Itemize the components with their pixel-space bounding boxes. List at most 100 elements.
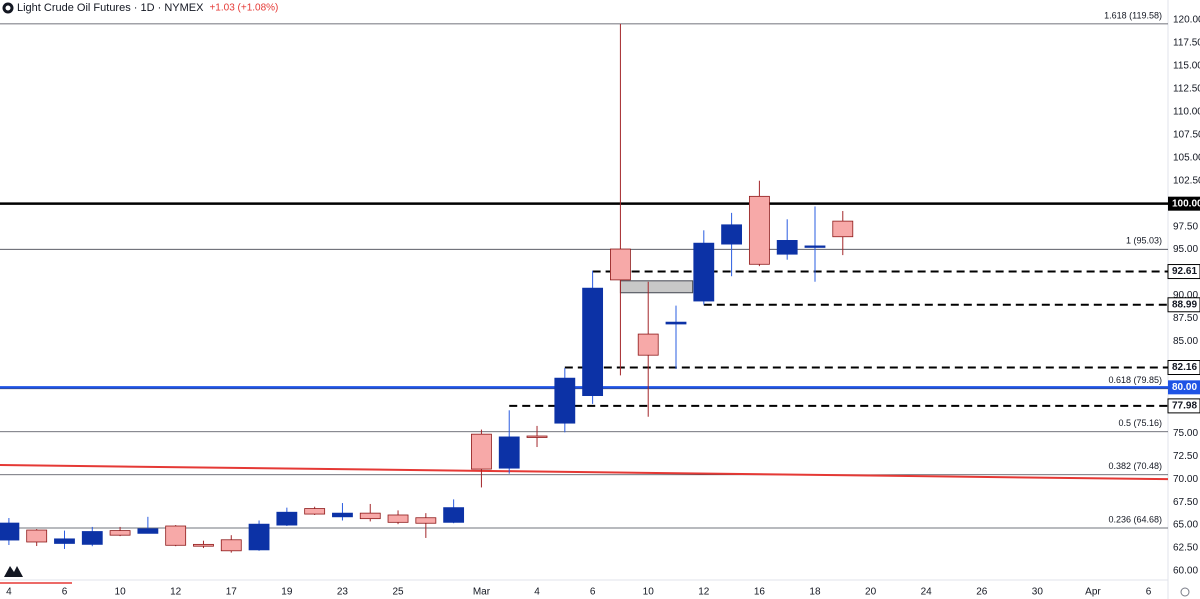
candle-body xyxy=(721,224,743,245)
fib-label: 0.382 (70.48) xyxy=(1108,461,1162,471)
y-tick-label: 95.00 xyxy=(1173,244,1198,255)
candle-body xyxy=(193,543,214,547)
candle-body xyxy=(81,531,103,545)
candle-body xyxy=(748,195,770,265)
candle-body xyxy=(359,512,381,520)
candle-body xyxy=(832,220,854,238)
y-tick-label: 87.50 xyxy=(1173,313,1198,324)
fib-label: 0.236 (64.68) xyxy=(1108,514,1162,524)
price-box xyxy=(1168,380,1200,395)
price-box xyxy=(1167,398,1200,414)
candle-body xyxy=(332,512,353,518)
y-tick-label: 97.50 xyxy=(1173,221,1198,232)
price-label: 88.99 xyxy=(1172,299,1197,310)
x-tick-label: 20 xyxy=(865,587,877,598)
plot xyxy=(0,23,1168,553)
price-box xyxy=(1167,360,1200,376)
x-tick-label: 30 xyxy=(1032,587,1044,598)
x-tick-label: 24 xyxy=(921,587,933,598)
candle-body xyxy=(304,508,326,515)
logo xyxy=(4,566,23,577)
candle-body xyxy=(804,245,826,248)
fib-label: 1.618 (119.58) xyxy=(1104,10,1162,20)
candle-body xyxy=(26,529,48,543)
x-tick-label: 6 xyxy=(1146,587,1152,598)
y-tick-label: 72.50 xyxy=(1173,451,1198,462)
x-tick-label: 12 xyxy=(170,587,182,598)
candle-body xyxy=(554,377,576,424)
y-tick-label: 117.50 xyxy=(1173,38,1200,49)
candle-body xyxy=(54,538,75,544)
x-tick-label: 25 xyxy=(392,587,404,598)
y-tick-label: 105.00 xyxy=(1173,152,1200,163)
candle-body xyxy=(443,507,465,523)
price-change: +1.03 (+1.08%) xyxy=(209,3,278,14)
x-tick-label: 17 xyxy=(226,587,238,598)
y-tick-label: 62.50 xyxy=(1173,543,1198,554)
candle-body xyxy=(0,522,20,541)
price-box xyxy=(1167,264,1200,280)
fib-label: 1 (95.03) xyxy=(1126,236,1162,246)
price-box xyxy=(1168,196,1200,211)
candle-body xyxy=(582,287,604,397)
price-box xyxy=(1167,297,1200,313)
price-label: 82.16 xyxy=(1172,362,1197,373)
y-tick-label: 90.00 xyxy=(1173,290,1198,301)
candle-body xyxy=(220,539,242,552)
x-tick-label: 4 xyxy=(534,587,540,598)
candle-body xyxy=(498,436,520,469)
x-tick-label: 12 xyxy=(698,587,710,598)
y-tick-label: 65.00 xyxy=(1173,520,1198,531)
fib-label: 0.5 (75.16) xyxy=(1118,418,1162,428)
price-label: 100.00 xyxy=(1172,198,1200,209)
x-tick-label: 6 xyxy=(590,587,596,598)
price-label: 92.61 xyxy=(1172,266,1197,277)
candle-body xyxy=(165,525,187,546)
candle-body xyxy=(526,435,548,438)
candle-body xyxy=(109,530,131,536)
candle-body xyxy=(471,433,492,470)
candle-body xyxy=(248,523,270,551)
x-tick-label: 10 xyxy=(115,587,127,598)
candle-body xyxy=(610,248,631,281)
y-tick-label: 85.00 xyxy=(1173,336,1198,347)
fib-label: 0.618 (79.85) xyxy=(1108,375,1162,385)
x-tick-label: Apr xyxy=(1085,587,1101,598)
trendline xyxy=(0,464,1168,481)
candle-body xyxy=(387,514,409,523)
y-tick-label: 102.50 xyxy=(1173,175,1200,186)
y-tick-label: 110.00 xyxy=(1173,106,1200,117)
candle-body xyxy=(637,333,659,356)
x-tick-label: 23 xyxy=(337,587,349,598)
x-tick-label: 16 xyxy=(754,587,766,598)
y-tick-label: 120.00 xyxy=(1173,15,1200,26)
candle-body xyxy=(693,242,715,302)
x-tick-label: 19 xyxy=(281,587,293,598)
chart-title: Light Crude Oil Futures · 1D · NYMEX xyxy=(17,2,204,14)
x-tick-label: 10 xyxy=(643,587,655,598)
axes: 120.00 117.50 115.00 112.50 110.00 107.50 105.… xyxy=(6,10,1200,598)
gap-box xyxy=(619,280,694,294)
y-tick-label: 75.00 xyxy=(1173,428,1198,439)
y-tick-label: 70.00 xyxy=(1173,474,1198,485)
x-tick-label: 18 xyxy=(809,587,821,598)
settings-icon[interactable] xyxy=(1180,587,1190,597)
y-tick-label: 60.00 xyxy=(1173,566,1198,577)
y-tick-label: 115.00 xyxy=(1173,61,1200,72)
y-tick-label: 112.50 xyxy=(1173,84,1200,95)
candle-body xyxy=(137,528,159,534)
candle-body xyxy=(665,321,687,325)
y-tick-label: 107.50 xyxy=(1173,129,1200,140)
y-tick-label: 67.50 xyxy=(1173,497,1198,508)
price-label: 77.98 xyxy=(1172,401,1197,412)
x-tick-label: Mar xyxy=(473,587,491,598)
x-tick-label: 4 xyxy=(6,587,12,598)
price-label: 80.00 xyxy=(1172,382,1197,393)
candle-body xyxy=(415,517,437,524)
x-tick-label: 26 xyxy=(976,587,988,598)
candle-body xyxy=(276,511,298,526)
x-tick-label: 6 xyxy=(62,587,68,598)
candle-body xyxy=(776,240,798,255)
symbol-icon xyxy=(5,5,11,11)
